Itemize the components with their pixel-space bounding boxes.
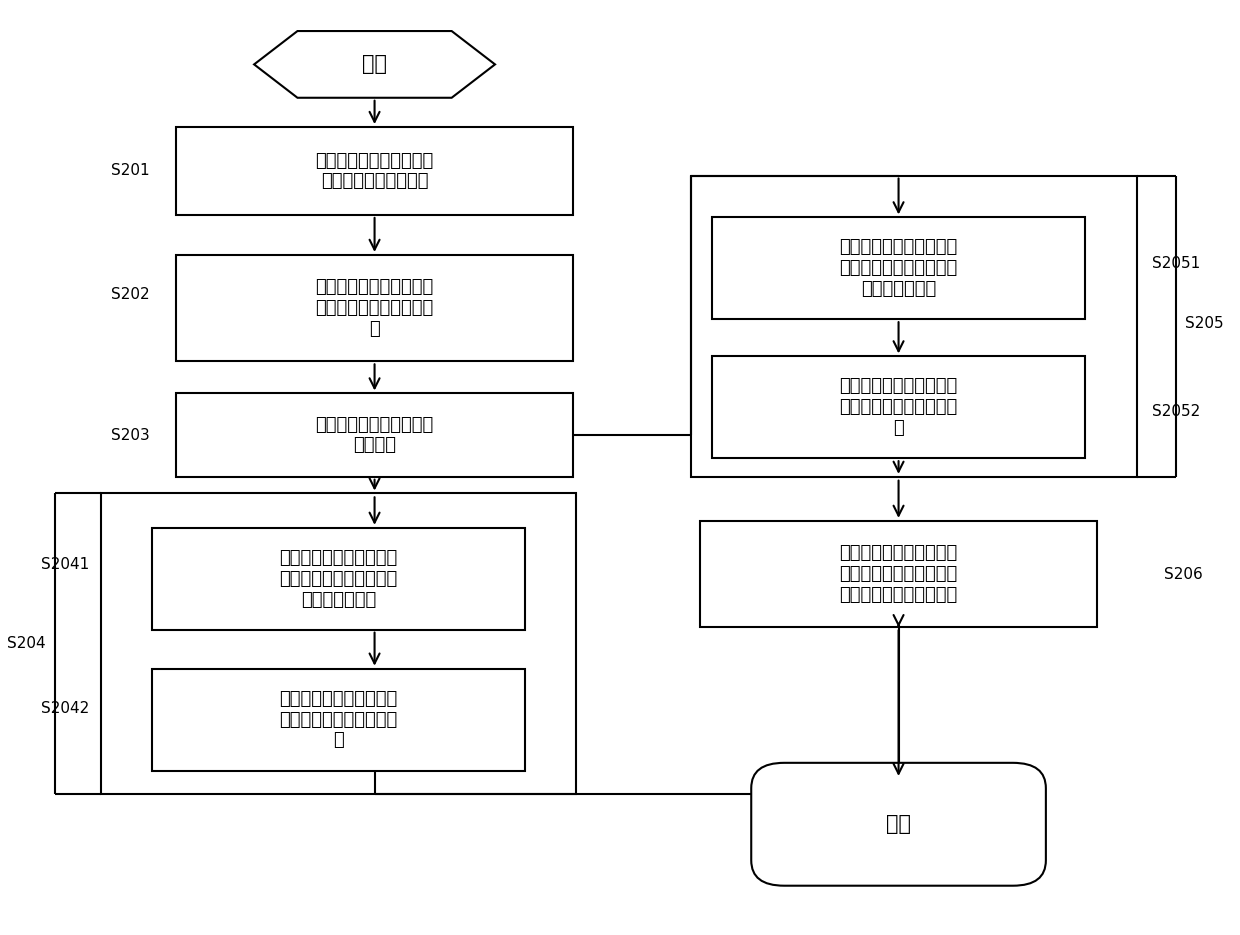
Text: 对时域比值序列进行固定
间隔的滑动自相关，获得
时域滑动相关值: 对时域比值序列进行固定 间隔的滑动自相关，获得 时域滑动相关值 [839,238,957,298]
FancyBboxPatch shape [751,763,1045,885]
Text: S203: S203 [110,427,149,442]
Text: S2041: S2041 [41,557,89,572]
FancyBboxPatch shape [699,521,1097,627]
Text: S201: S201 [110,164,149,179]
FancyBboxPatch shape [176,127,573,215]
FancyBboxPatch shape [712,217,1085,319]
FancyBboxPatch shape [102,494,575,794]
Text: 获得频域比值序列和时域
比值序列: 获得频域比值序列和时域 比值序列 [315,416,434,454]
Text: 开始: 开始 [362,54,387,75]
Text: S204: S204 [7,636,46,651]
Text: 结束: 结束 [887,814,911,834]
Text: 将所述频域测量功率和所
述时域测量功率中较大的
值作为小区接收信号功率: 将所述频域测量功率和所 述时域测量功率中较大的 值作为小区接收信号功率 [839,544,957,604]
Polygon shape [254,31,495,98]
FancyBboxPatch shape [176,394,573,477]
Text: S2052: S2052 [1152,405,1200,420]
Text: 获取接收训练序列频域数
据和接收训练序列时域数
据: 获取接收训练序列频域数 据和接收训练序列时域数 据 [315,279,434,338]
Text: S2042: S2042 [41,701,89,716]
FancyBboxPatch shape [712,356,1085,458]
Text: 将频域滑动相关值的绝对
值的平方作为频域测量功
率: 将频域滑动相关值的绝对 值的平方作为频域测量功 率 [279,690,398,749]
Text: 对频域比值序列进行固定
间隔的滑动自相关，获得
频域滑动相关值: 对频域比值序列进行固定 间隔的滑动自相关，获得 频域滑动相关值 [279,549,398,609]
Text: S206: S206 [1163,567,1203,582]
Text: S202: S202 [110,287,149,302]
Text: 终端在待测小区的频点接
收样点级同步后的数据: 终端在待测小区的频点接 收样点级同步后的数据 [315,151,434,191]
Text: S205: S205 [1185,316,1224,331]
Text: 将时域滑动相关值的绝对
值的平方作为时域测量功
率: 将时域滑动相关值的绝对 值的平方作为时域测量功 率 [839,378,957,437]
FancyBboxPatch shape [176,255,573,362]
Text: S2051: S2051 [1152,256,1200,271]
FancyBboxPatch shape [151,527,525,629]
FancyBboxPatch shape [692,176,1137,477]
FancyBboxPatch shape [151,669,525,770]
